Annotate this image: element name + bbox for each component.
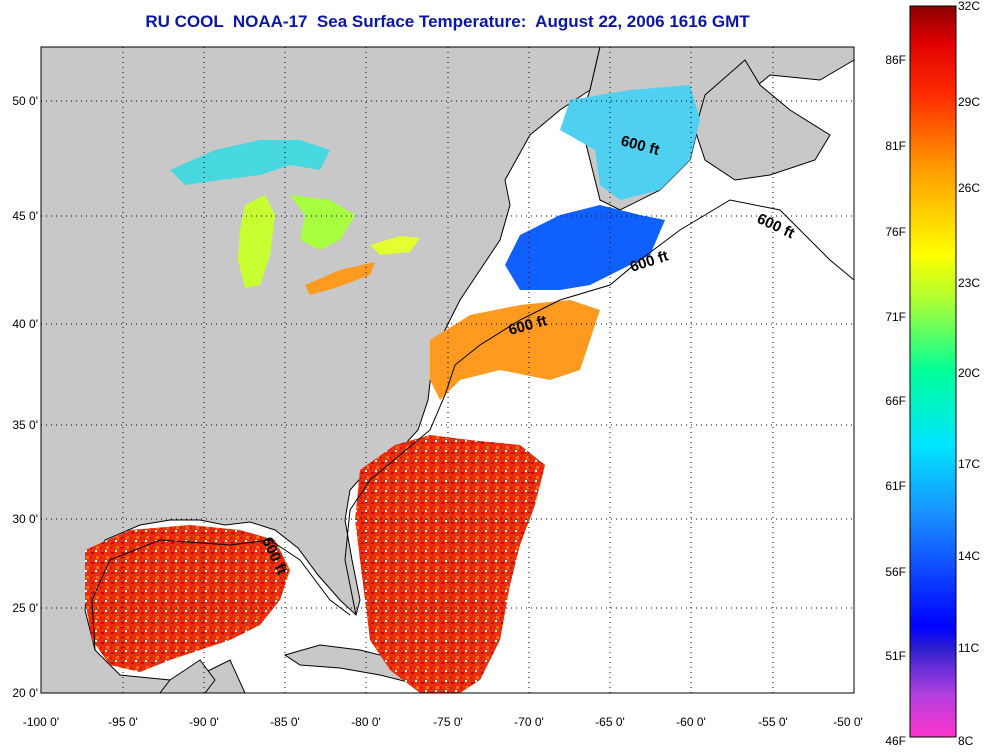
colorbar-c-label: 20C — [958, 366, 980, 380]
colorbar-f-label: 76F — [885, 225, 906, 239]
land-yucatan — [158, 659, 216, 694]
grid-lines — [41, 47, 854, 693]
isobath-600ft — [91, 199, 855, 651]
sst-mid-atlantic — [430, 300, 600, 400]
x-tick-label: -70 0' — [514, 715, 544, 729]
x-tick-label: -95 0' — [108, 715, 138, 729]
colorbar-c-label: 32C — [958, 0, 980, 13]
sst-gulf-st-lawrence — [560, 85, 700, 200]
sst-lake-huron — [290, 195, 355, 250]
x-tick-label: -55 0' — [758, 715, 788, 729]
sst-lake-michigan — [238, 195, 275, 288]
x-tick-label: -80 0' — [351, 715, 381, 729]
sst-gulf-stream — [355, 435, 545, 693]
colorbar-f-label: 66F — [885, 394, 906, 408]
y-tick-label: 40 0' — [12, 317, 38, 331]
sst-gulf-of-mexico — [85, 525, 290, 672]
colorbar-gradient — [909, 5, 957, 738]
x-tick-label: -50 0' — [833, 715, 863, 729]
colorbar-c-label: 8C — [958, 734, 974, 748]
x-tick-label: -60 0' — [676, 715, 706, 729]
y-tick-label: 25 0' — [12, 601, 38, 615]
colorbar-c-label: 17C — [958, 457, 980, 471]
colorbar-f-label: 71F — [885, 310, 906, 324]
sst-lake-superior — [170, 140, 330, 185]
sst-lake-erie — [305, 262, 375, 295]
colorbar: 32C 29C 26C 23C 20C 17C 14C 11C 8C 86F 8… — [885, 0, 980, 748]
x-axis-labels: -100 0' -95 0' -90 0' -85 0' -80 0' -75 … — [23, 715, 863, 729]
colorbar-c-label: 14C — [958, 549, 980, 563]
colorbar-f-label: 51F — [885, 649, 906, 663]
map-border — [40, 46, 855, 694]
x-tick-label: -100 0' — [23, 715, 59, 729]
x-tick-label: -90 0' — [189, 715, 219, 729]
x-tick-label: -65 0' — [595, 715, 625, 729]
x-tick-label: -75 0' — [433, 715, 463, 729]
map-title: RU COOL NOAA-17 Sea Surface Temperature:… — [145, 12, 750, 31]
colorbar-f-label: 81F — [885, 139, 906, 153]
sst-gulf-of-maine — [505, 205, 665, 290]
colorbar-f-label: 86F — [885, 53, 906, 67]
x-tick-label: -85 0' — [270, 715, 300, 729]
y-tick-label: 50 0' — [12, 94, 38, 108]
sst-lake-ontario — [370, 236, 420, 255]
colorbar-f-label: 56F — [885, 565, 906, 579]
y-tick-label: 20 0' — [12, 686, 38, 700]
colorbar-f-label: 61F — [885, 479, 906, 493]
colorbar-c-label: 11C — [958, 641, 979, 655]
y-tick-label: 30 0' — [12, 512, 38, 526]
map-panel: 600 ft 600 ft 600 ft 600 ft 600 ft — [40, 46, 855, 694]
colorbar-f-label: 46F — [885, 734, 906, 748]
colorbar-c-label: 26C — [958, 181, 980, 195]
y-tick-label: 45 0' — [12, 209, 38, 223]
y-axis-labels: 50 0' 45 0' 40 0' 35 0' 30 0' 25 0' 20 0… — [12, 94, 38, 700]
colorbar-c-label: 29C — [958, 95, 980, 109]
y-tick-label: 35 0' — [12, 418, 38, 432]
land-newfoundland — [694, 59, 831, 181]
colorbar-c-label: 23C — [958, 276, 980, 290]
